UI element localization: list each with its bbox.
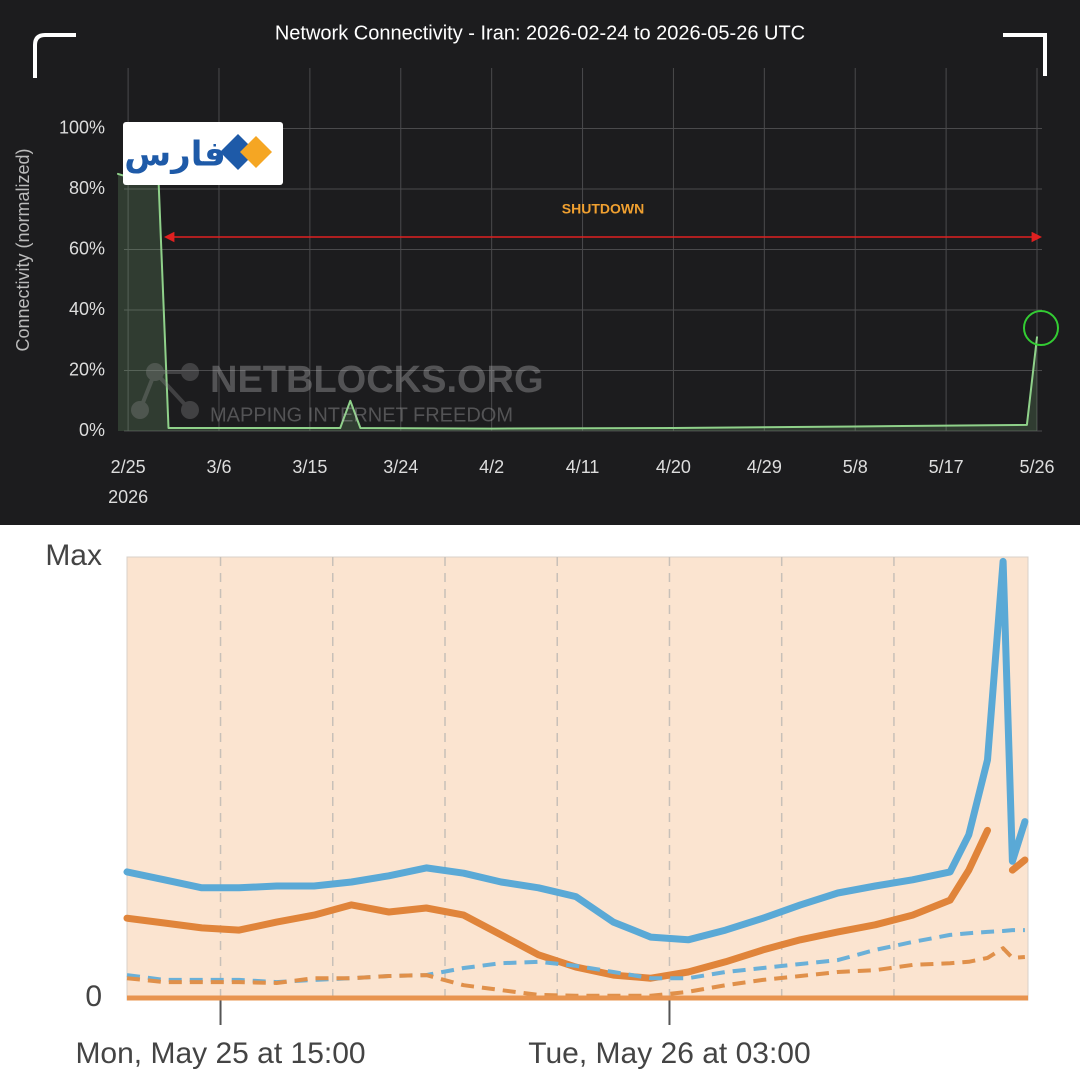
x-tick-label: 5/17 bbox=[929, 457, 964, 477]
y-axis-label: Connectivity (normalized) bbox=[13, 148, 33, 351]
watermark-tagline: MAPPING INTERNET FREEDOM bbox=[210, 404, 513, 426]
x-tick-label: 2/25 2026 bbox=[108, 457, 148, 507]
x-tick-label: Tue, May 26 at 03:00 bbox=[528, 1037, 810, 1070]
annotation: SHUTDOWN bbox=[562, 201, 644, 217]
x-tick-label: 4/20 bbox=[656, 457, 691, 477]
x-tick-label: Mon, May 25 at 15:00 bbox=[75, 1037, 365, 1070]
watermark: NETBLOCKS.ORG MAPPING INTERNET FREEDOM bbox=[131, 359, 544, 426]
y-tick-label: 80% bbox=[69, 178, 105, 198]
chart-title: Network Connectivity - Iran: 2026-02-24 … bbox=[275, 22, 805, 44]
plot-area bbox=[126, 556, 1029, 1001]
x-tick-label: 4/2 bbox=[479, 457, 504, 477]
x-tick-label: 4/29 bbox=[747, 457, 782, 477]
x-tick-label: 5/26 bbox=[1019, 457, 1054, 477]
x-tick-label: 4/11 bbox=[566, 457, 600, 477]
y-tick-label: 100% bbox=[59, 117, 105, 137]
y-tick-label: 0 bbox=[85, 980, 102, 1013]
top-panel bbox=[0, 0, 1080, 525]
y-tick-label: 20% bbox=[69, 359, 105, 379]
corner-bracket bbox=[1003, 33, 1047, 76]
x-tick-label: 3/24 bbox=[383, 457, 418, 477]
y-tick-label: Max bbox=[45, 539, 102, 572]
y-tick-label: 0% bbox=[79, 420, 105, 440]
watermark-name: NETBLOCKS.ORG bbox=[210, 359, 544, 401]
x-tick-label: 3/15 bbox=[292, 457, 327, 477]
logo-text: فارس bbox=[124, 135, 226, 175]
y-tick-label: 40% bbox=[69, 299, 105, 319]
chart-2: 0 Max Mon, May 25 at 15:00 Tue, May 26 at 0… bbox=[45, 539, 1029, 1070]
x-tick-label: 5/8 bbox=[843, 457, 868, 477]
logo: فارس bbox=[123, 122, 283, 185]
x-tick-label: 3/6 bbox=[206, 457, 231, 477]
chart-1: 0% 20% 40% 60% 80% 100% 2/25 2026 3/6 3/15 3/24 4/2… bbox=[59, 68, 1055, 507]
corner-bracket bbox=[33, 33, 76, 78]
y-tick-label: 60% bbox=[69, 238, 105, 258]
highlight-circle bbox=[1023, 310, 1059, 346]
series-line bbox=[123, 557, 1029, 944]
